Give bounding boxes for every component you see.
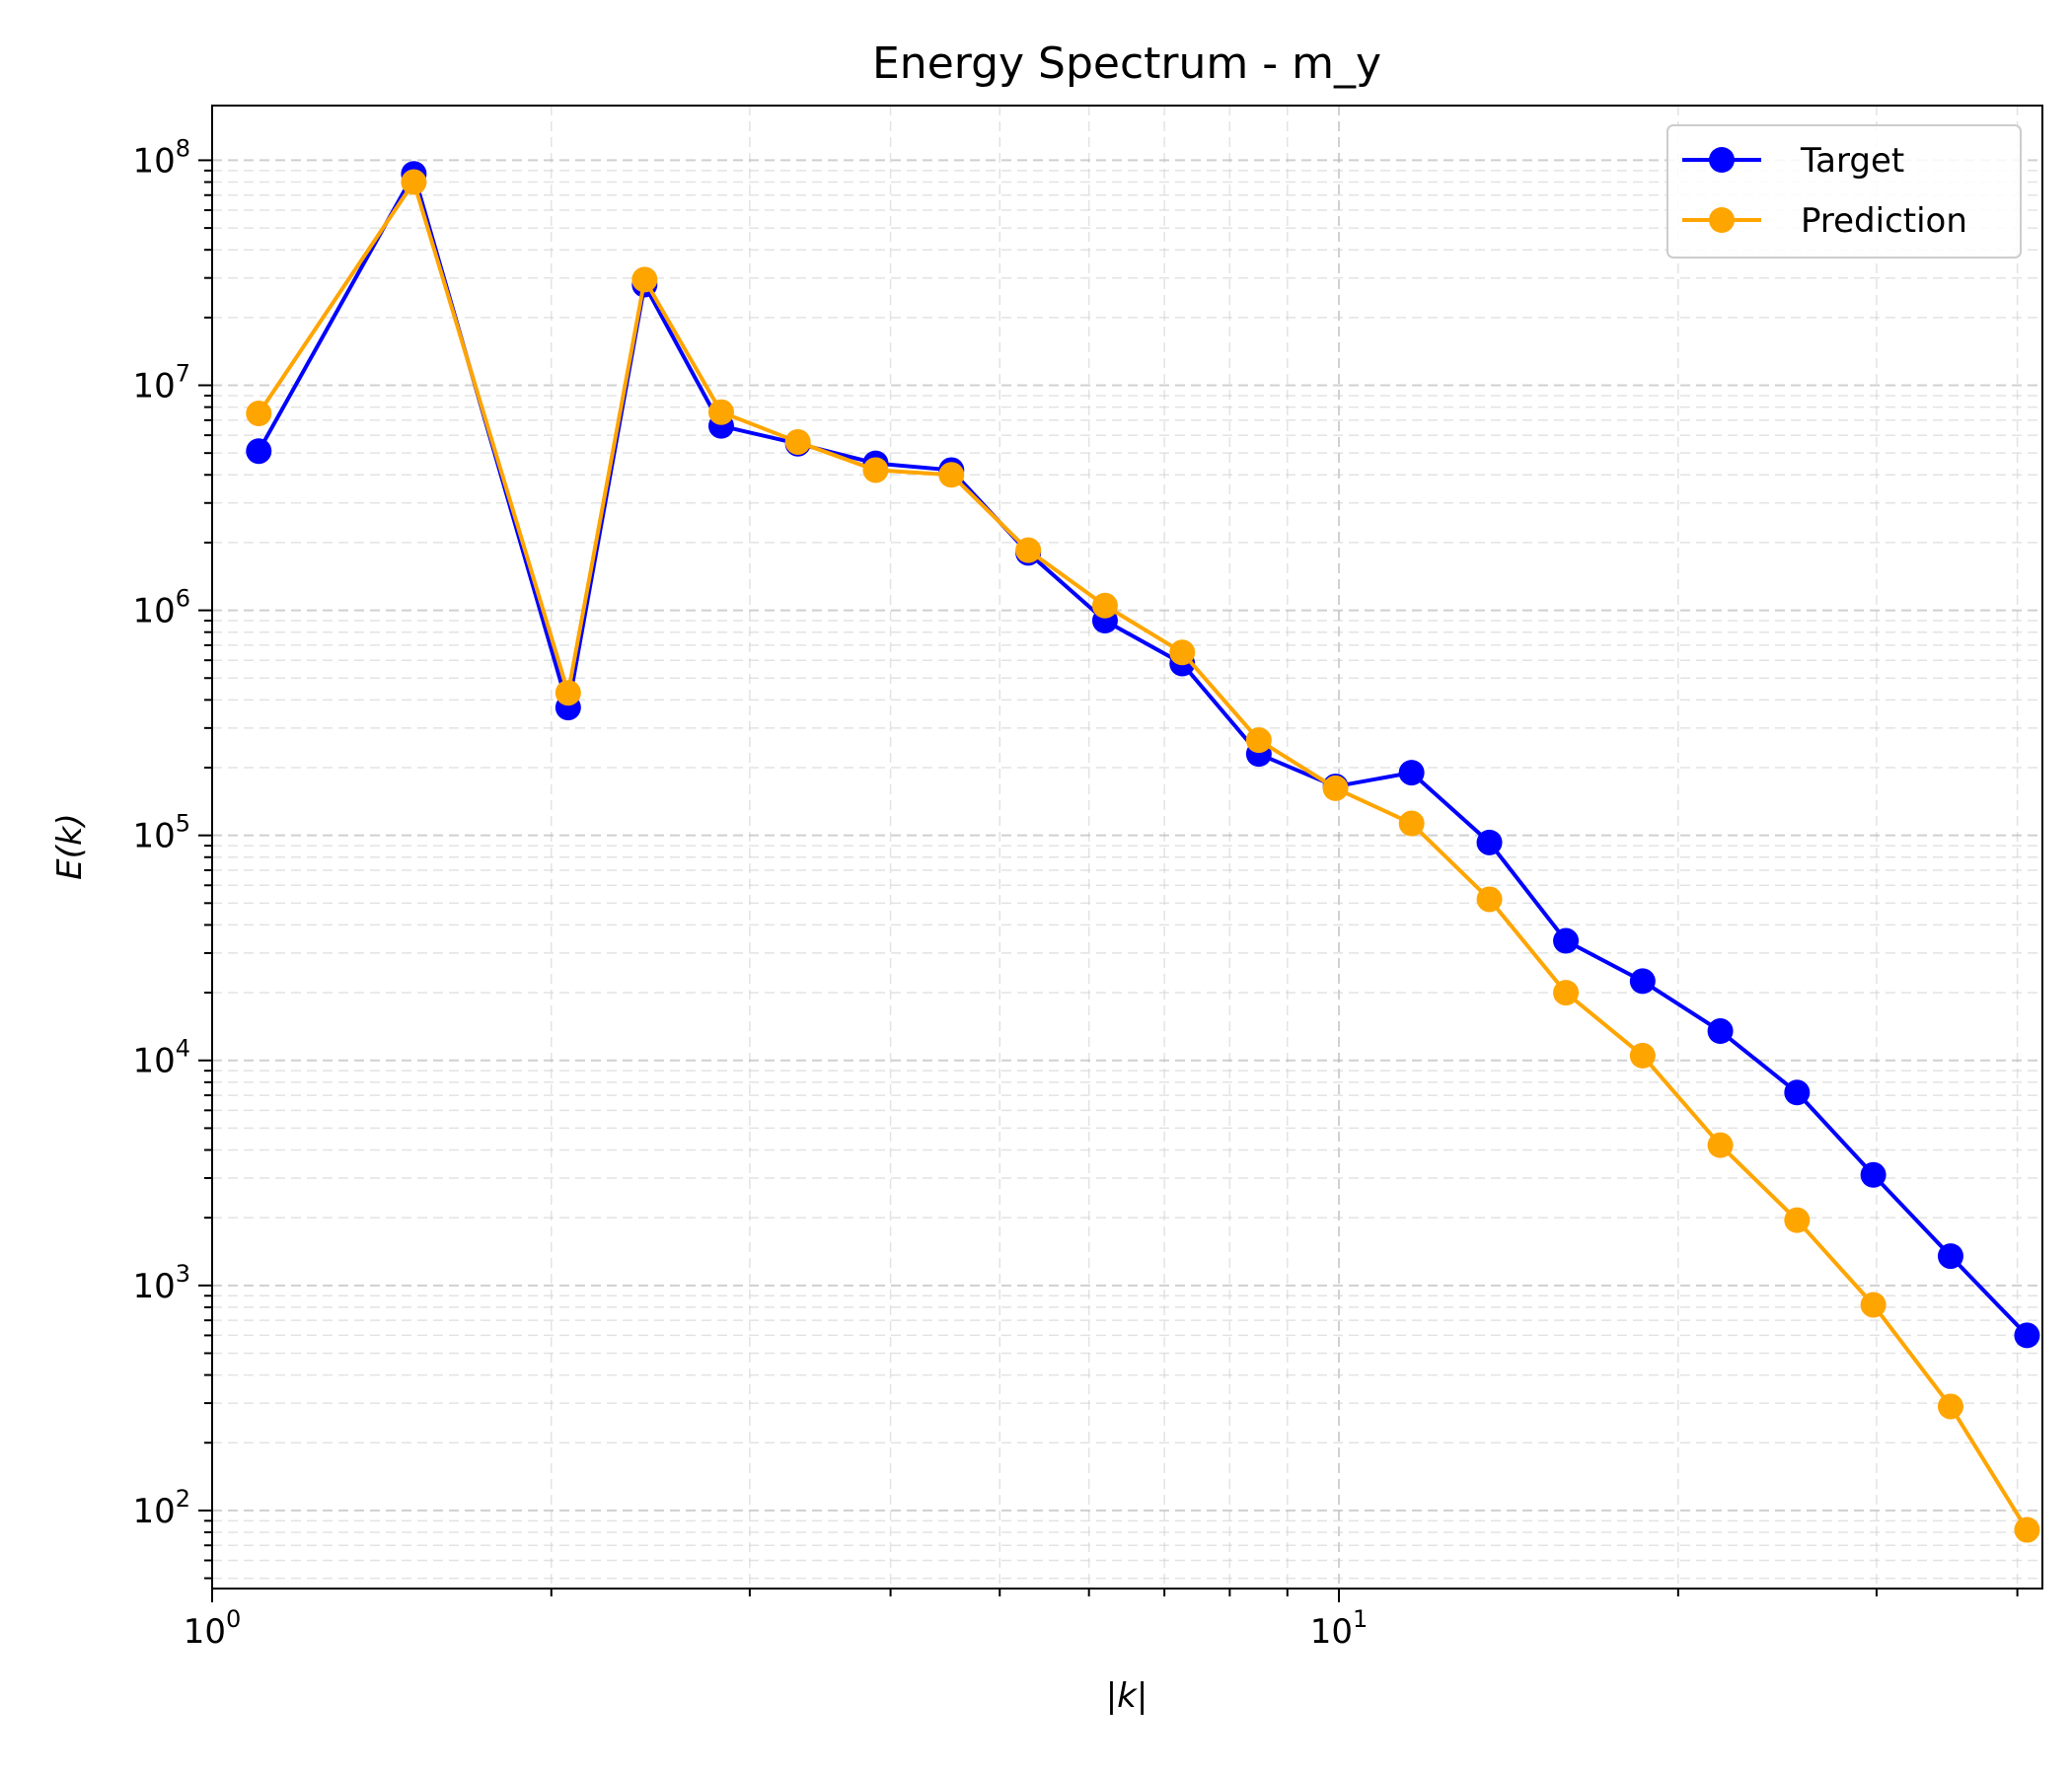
axis-ticks: [198, 159, 2019, 1602]
legend-marker-prediction: [1709, 207, 1735, 233]
plot-area-background: [212, 106, 2042, 1589]
series-line-target: [257, 172, 2029, 1337]
data-point-target: [2014, 1322, 2040, 1349]
series-layer: [246, 161, 2040, 1543]
data-point-prediction: [631, 266, 658, 293]
y-tick-label: 102: [132, 1485, 190, 1531]
data-point-prediction: [1937, 1393, 1963, 1420]
series-line-prediction: [257, 180, 2030, 1531]
data-point-target: [1553, 927, 1580, 954]
y-tick-label: 103: [132, 1260, 190, 1306]
legend-marker-target: [1709, 147, 1735, 173]
data-point-prediction: [1629, 1042, 1656, 1069]
data-point-prediction: [1015, 537, 1042, 563]
data-point-prediction: [784, 428, 811, 455]
data-point-prediction: [1245, 727, 1272, 754]
series-prediction: [246, 169, 2040, 1543]
y-tick-label: 108: [132, 134, 190, 181]
data-point-prediction: [1553, 980, 1580, 1006]
grid-lines: [211, 106, 2042, 1589]
data-point-prediction: [707, 399, 734, 425]
legend-label-prediction: Prediction: [1801, 201, 1967, 241]
x-tick-label: 100: [184, 1605, 242, 1652]
chart-title: Energy Spectrum - m_y: [872, 38, 1381, 89]
data-point-target: [1860, 1161, 1887, 1188]
x-tick-label: 101: [1310, 1605, 1369, 1652]
data-point-target: [1937, 1243, 1963, 1270]
y-tick-label: 105: [132, 810, 190, 856]
y-axis-label: E(k): [50, 813, 90, 880]
data-point-prediction: [246, 401, 272, 427]
data-point-prediction: [1707, 1132, 1734, 1158]
data-point-target: [1476, 829, 1503, 855]
data-point-prediction: [1091, 592, 1118, 619]
data-point-prediction: [1322, 775, 1349, 801]
data-point-target: [1629, 968, 1656, 995]
legend: Target Prediction: [1666, 124, 2022, 259]
data-point-prediction: [862, 457, 889, 483]
x-axis-label: |k|: [1106, 1676, 1148, 1716]
legend-label-target: Target: [1800, 141, 1904, 181]
y-tick-label: 107: [132, 360, 190, 407]
data-point-prediction: [2014, 1517, 2040, 1543]
data-point-prediction: [1169, 639, 1196, 666]
data-point-prediction: [938, 462, 965, 488]
y-tick-label: 104: [132, 1035, 190, 1081]
data-point-prediction: [1860, 1292, 1887, 1318]
data-point-target: [1398, 760, 1425, 786]
data-point-target: [246, 438, 272, 465]
data-point-prediction: [1784, 1207, 1811, 1233]
data-point-target: [1784, 1079, 1811, 1106]
data-point-prediction: [1476, 886, 1503, 913]
data-point-prediction: [1398, 810, 1425, 837]
plot-frame: [211, 105, 2043, 1590]
data-point-prediction: [401, 169, 427, 195]
data-point-target: [1707, 1018, 1734, 1045]
data-point-prediction: [555, 680, 581, 706]
axis-tick-labels: 100 101 102 103 104 105 106 107 108: [132, 134, 1368, 1652]
y-tick-label: 106: [132, 585, 190, 631]
